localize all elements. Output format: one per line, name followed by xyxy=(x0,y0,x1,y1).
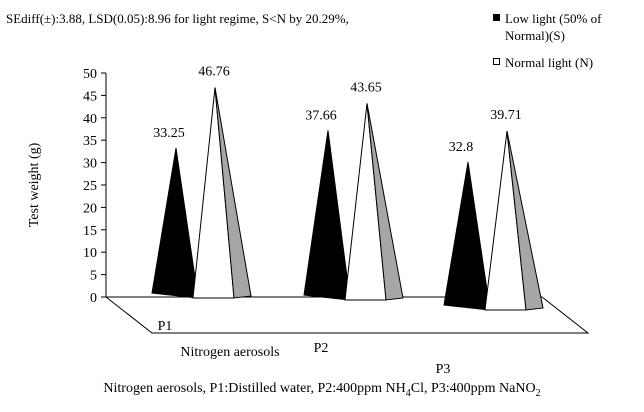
y-tick-label-15: 15 xyxy=(83,224,97,239)
data-label-low-light-P3: 32.8 xyxy=(449,140,474,155)
y-tick-label-20: 20 xyxy=(83,201,97,216)
caption-middle: Cl, P3:400ppm NaNO xyxy=(410,381,536,396)
cone-normal-light-side-P1 xyxy=(214,87,252,299)
caption-sub-1: 4 xyxy=(405,387,411,399)
cone-low-light-P1 xyxy=(151,147,199,299)
y-tick-label-50: 50 xyxy=(83,67,97,82)
legend-item-normal-light: Normal light (N) xyxy=(493,54,643,71)
cone-normal-light-side-P2 xyxy=(366,103,404,301)
y-tick-label-0: 0 xyxy=(90,291,97,306)
y-tick-label-30: 30 xyxy=(83,157,97,172)
legend-swatch-low-light xyxy=(493,14,500,21)
data-label-normal-light-P2: 43.65 xyxy=(350,80,382,95)
y-tick-label-5: 5 xyxy=(90,269,97,284)
cone-normal-light-side-P3 xyxy=(506,130,544,311)
y-tick-label-35: 35 xyxy=(83,134,97,149)
chart-caption: Nitrogen aerosols, P1:Distilled water, P… xyxy=(0,381,644,399)
data-label-normal-light-P3: 39.71 xyxy=(490,108,522,123)
legend-label-normal-light: Normal light (N) xyxy=(505,55,594,70)
y-tick-label-40: 40 xyxy=(83,112,97,127)
stats-annotation: SEdiff(±):3.88, LSD(0.05):8.96 for light… xyxy=(6,11,349,26)
data-label-low-light-P1: 33.25 xyxy=(153,126,185,141)
x-tick-label-P2: P2 xyxy=(314,341,329,356)
data-label-low-light-P2: 37.66 xyxy=(305,108,337,123)
legend-label-low-light: Low light (50% of Normal)(S) xyxy=(505,11,602,43)
y-tick-label-25: 25 xyxy=(83,179,97,194)
data-label-normal-light-P1: 46.76 xyxy=(198,65,230,80)
legend-swatch-normal-light xyxy=(493,58,500,65)
legend: Low light (50% of Normal)(S) Normal ligh… xyxy=(493,10,643,81)
cone-low-light-P3 xyxy=(443,161,491,311)
caption-sub-2: 2 xyxy=(535,387,541,399)
x-axis-label: Nitrogen aerosols xyxy=(180,345,279,360)
x-tick-label-P3: P3 xyxy=(436,362,451,377)
y-tick-label-10: 10 xyxy=(83,246,97,261)
legend-item-low-light: Low light (50% of Normal)(S) xyxy=(493,10,643,44)
x-tick-label-P1: P1 xyxy=(158,319,173,334)
caption-prefix: Nitrogen aerosols, P1:Distilled water, P… xyxy=(103,381,406,396)
y-axis-label: Test weight (g) xyxy=(27,142,42,227)
cone-low-light-P2 xyxy=(303,130,351,301)
y-tick-label-45: 45 xyxy=(83,89,97,104)
